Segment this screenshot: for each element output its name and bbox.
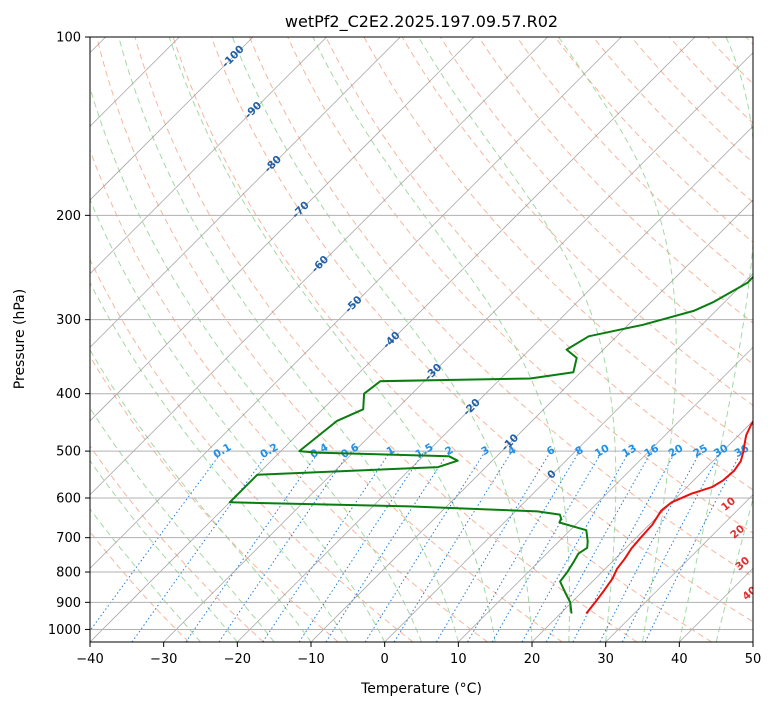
y-tick-label: 400	[56, 387, 81, 402]
y-tick-label: 500	[56, 445, 81, 460]
y-tick-label: 300	[56, 313, 81, 328]
x-tick-label: −20	[224, 652, 251, 667]
x-tick-label: 30	[597, 652, 614, 667]
x-tick-label: 20	[524, 652, 541, 667]
y-tick-label: 900	[56, 596, 81, 611]
y-tick-label: 600	[56, 492, 81, 507]
x-tick-label: 0	[381, 652, 389, 667]
x-tick-label: 10	[450, 652, 467, 667]
y-tick-label: 200	[56, 209, 81, 224]
x-tick-label: 50	[745, 652, 762, 667]
y-tick-label: 800	[56, 566, 81, 581]
y-tick-label: 700	[56, 531, 81, 546]
x-tick-label: 40	[671, 652, 688, 667]
x-tick-label: −40	[76, 652, 103, 667]
chart-title: wetPf2_C2E2.2025.197.09.57.R02	[285, 12, 558, 32]
y-tick-label: 100	[56, 31, 81, 46]
x-tick-label: −10	[297, 652, 324, 667]
y-axis-label: Pressure (hPa)	[12, 289, 28, 389]
x-axis-label: Temperature (°C)	[360, 681, 482, 697]
y-tick-label: 1000	[48, 623, 81, 638]
x-tick-label: −30	[150, 652, 177, 667]
